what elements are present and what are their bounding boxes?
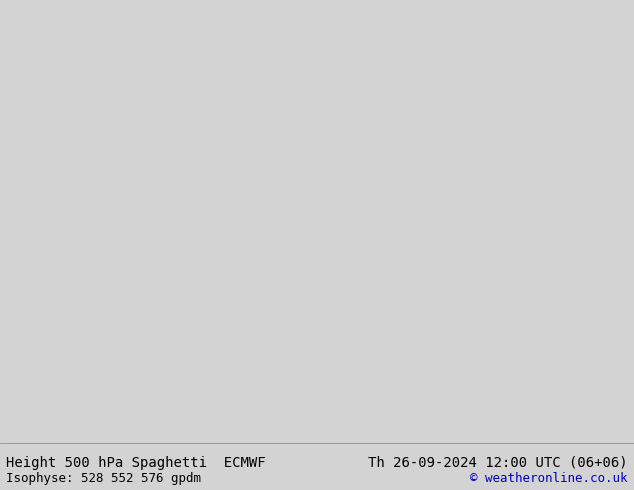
Text: © weatheronline.co.uk: © weatheronline.co.uk	[470, 472, 628, 485]
Text: Height 500 hPa Spaghetti  ECMWF: Height 500 hPa Spaghetti ECMWF	[6, 456, 266, 470]
Text: Isophyse: 528 552 576 gpdm: Isophyse: 528 552 576 gpdm	[6, 472, 202, 485]
Text: Th 26-09-2024 12:00 UTC (06+06): Th 26-09-2024 12:00 UTC (06+06)	[368, 456, 628, 470]
